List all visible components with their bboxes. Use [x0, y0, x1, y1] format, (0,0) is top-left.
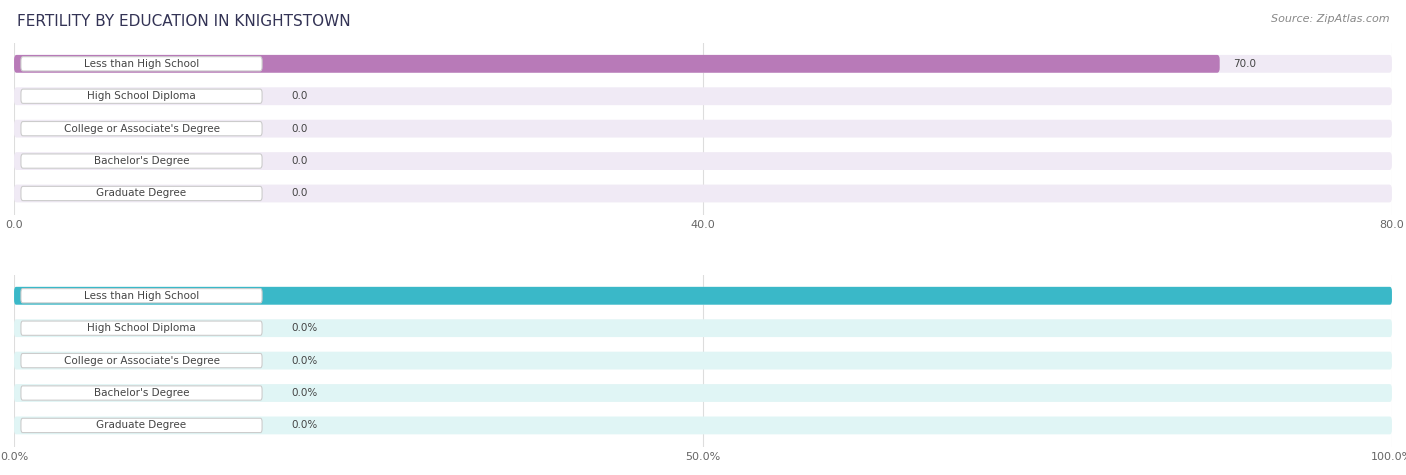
FancyBboxPatch shape	[14, 384, 1392, 402]
Text: 0.0%: 0.0%	[291, 420, 318, 430]
FancyBboxPatch shape	[21, 57, 262, 71]
FancyBboxPatch shape	[14, 417, 1392, 434]
FancyBboxPatch shape	[14, 185, 1392, 202]
Text: FERTILITY BY EDUCATION IN KNIGHTSTOWN: FERTILITY BY EDUCATION IN KNIGHTSTOWN	[17, 14, 350, 29]
FancyBboxPatch shape	[21, 321, 262, 335]
FancyBboxPatch shape	[14, 55, 1219, 73]
FancyBboxPatch shape	[21, 418, 262, 433]
Text: Bachelor's Degree: Bachelor's Degree	[94, 388, 190, 398]
FancyBboxPatch shape	[14, 287, 1392, 304]
Text: 0.0%: 0.0%	[291, 323, 318, 333]
FancyBboxPatch shape	[21, 186, 262, 200]
Text: College or Associate's Degree: College or Associate's Degree	[63, 124, 219, 133]
Text: 0.0%: 0.0%	[291, 388, 318, 398]
Text: High School Diploma: High School Diploma	[87, 323, 195, 333]
FancyBboxPatch shape	[14, 55, 1392, 73]
Text: Less than High School: Less than High School	[84, 291, 200, 301]
Text: 70.0: 70.0	[1233, 59, 1257, 69]
Text: 0.0: 0.0	[291, 189, 308, 199]
FancyBboxPatch shape	[21, 353, 262, 368]
Text: Bachelor's Degree: Bachelor's Degree	[94, 156, 190, 166]
Text: 0.0%: 0.0%	[291, 356, 318, 366]
Text: 0.0: 0.0	[291, 124, 308, 133]
Text: Graduate Degree: Graduate Degree	[97, 420, 187, 430]
Text: Graduate Degree: Graduate Degree	[97, 189, 187, 199]
Text: Source: ZipAtlas.com: Source: ZipAtlas.com	[1271, 14, 1389, 24]
FancyBboxPatch shape	[14, 287, 1392, 304]
FancyBboxPatch shape	[21, 122, 262, 136]
FancyBboxPatch shape	[21, 89, 262, 104]
Text: College or Associate's Degree: College or Associate's Degree	[63, 356, 219, 366]
FancyBboxPatch shape	[14, 152, 1392, 170]
FancyBboxPatch shape	[21, 154, 262, 168]
Text: High School Diploma: High School Diploma	[87, 91, 195, 101]
Text: Less than High School: Less than High School	[84, 59, 200, 69]
Text: 0.0: 0.0	[291, 91, 308, 101]
Text: 0.0: 0.0	[291, 156, 308, 166]
FancyBboxPatch shape	[14, 352, 1392, 370]
FancyBboxPatch shape	[21, 289, 262, 303]
FancyBboxPatch shape	[14, 319, 1392, 337]
FancyBboxPatch shape	[14, 120, 1392, 138]
FancyBboxPatch shape	[21, 386, 262, 400]
FancyBboxPatch shape	[14, 87, 1392, 105]
